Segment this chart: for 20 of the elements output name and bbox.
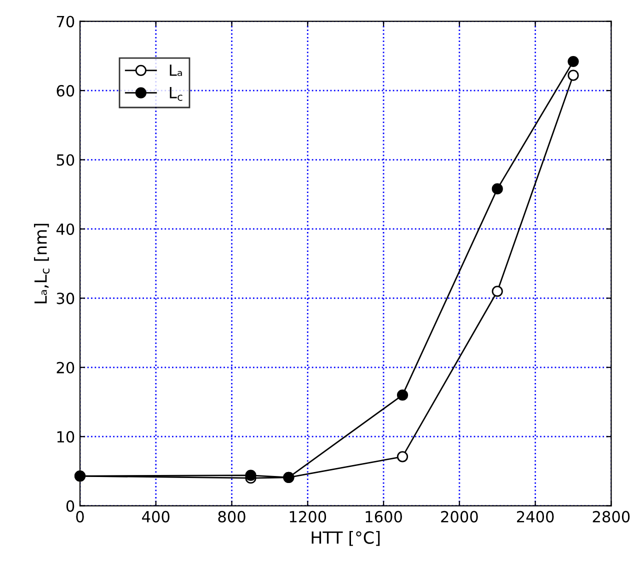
x-axis-title: HTT [°C] — [312, 531, 380, 546]
x-tick-label: 400 — [142, 510, 170, 522]
x-tick-label: 0 — [76, 510, 84, 522]
x-tick-label: 1200 — [290, 510, 326, 522]
y-tick-label: 10 — [57, 431, 74, 443]
x-tick-label: 2400 — [516, 510, 554, 522]
y-axis-title: Lₐ,L$_{c}$ [nm] — [34, 224, 50, 304]
legend-label: L$_{c}$ — [170, 87, 182, 101]
y-tick-label: 30 — [56, 292, 74, 304]
x-tick-label: 800 — [218, 510, 246, 522]
y-tick-label: 70 — [56, 16, 74, 28]
x-tick-label: 1600 — [366, 510, 402, 522]
y-tick-label: 50 — [56, 154, 74, 166]
y-tick-label: 60 — [56, 85, 74, 97]
y-tick-label: 0 — [66, 500, 74, 512]
y-tick-label: 40 — [56, 223, 74, 235]
legend-label: Lₐ — [170, 64, 182, 76]
y-tick-label: 20 — [56, 362, 74, 374]
x-tick-label: 2800 — [592, 510, 630, 522]
x-tick-label: 2000 — [441, 510, 478, 522]
